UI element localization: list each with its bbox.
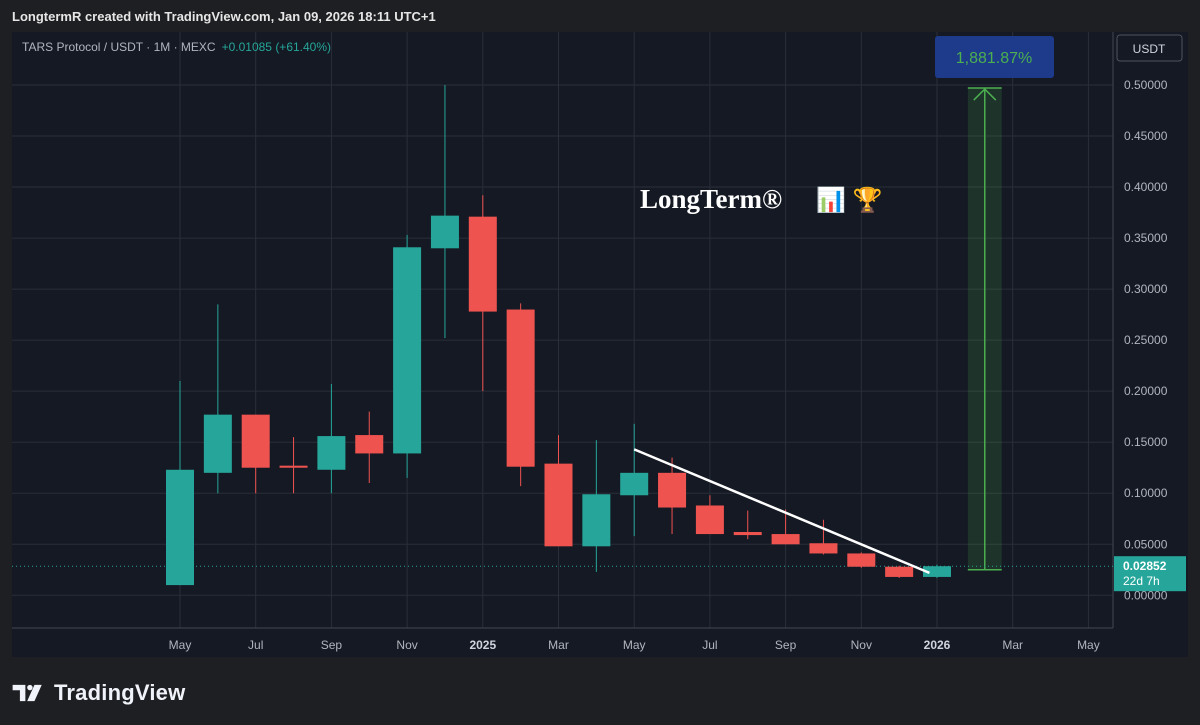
candle-body <box>658 472 687 508</box>
time-tick-label: Mar <box>1002 638 1023 652</box>
price-tick-label: 0.35000 <box>1124 231 1168 245</box>
candle-body <box>393 247 422 454</box>
time-tick-label: May <box>623 638 646 652</box>
trend-line <box>633 448 930 574</box>
last-price-badge <box>1114 556 1186 592</box>
time-tick-label: Jul <box>702 638 717 652</box>
price-chart[interactable]: 1,881.87% LongTerm® 📊 🏆 TARS Protocol / USD… <box>12 32 1188 657</box>
candle-body <box>847 553 876 567</box>
candle-body <box>203 414 232 473</box>
candle-body <box>468 216 497 312</box>
bar-countdown: 22d 7h <box>1123 574 1160 588</box>
time-tick-label: Jul <box>248 638 263 652</box>
chart-panel[interactable]: 1,881.87% LongTerm® 📊 🏆 TARS Protocol / USD… <box>12 32 1188 657</box>
price-tick-label: 0.10000 <box>1124 486 1168 500</box>
currency-button <box>1116 34 1183 62</box>
candle-body <box>241 414 270 468</box>
candle-body <box>885 566 914 577</box>
price-tick-label: 0.20000 <box>1124 384 1168 398</box>
time-tick-label: May <box>169 638 192 652</box>
tradingview-branding: TradingView <box>12 680 185 706</box>
candle-body <box>355 435 384 454</box>
time-tick-label: 2026 <box>924 638 951 652</box>
time-tick-label: Sep <box>321 638 343 652</box>
price-tick-label: 0.45000 <box>1124 129 1168 143</box>
time-tick-label: Sep <box>775 638 797 652</box>
last-price-value: 0.02852 <box>1123 559 1167 573</box>
tradingview-logo-icon <box>12 684 42 702</box>
candle-body <box>506 309 535 467</box>
measure-label: 1,881.87% <box>956 50 1033 67</box>
candle-body <box>695 505 724 535</box>
symbol-name: TARS Protocol / USDT · 1M · MEXC <box>22 40 216 54</box>
candle-body <box>620 472 649 496</box>
candle-body <box>733 532 762 536</box>
chart-attribution: LongtermR created with TradingView.com, … <box>12 9 436 24</box>
candle-body <box>582 494 611 547</box>
candle-body <box>166 469 194 586</box>
measure-label-box <box>935 36 1054 78</box>
price-tick-label: 0.40000 <box>1124 180 1168 194</box>
time-tick-label: May <box>1077 638 1100 652</box>
time-tick-label: Nov <box>396 638 417 652</box>
price-tick-label: 0.00000 <box>1124 588 1168 602</box>
candle-body <box>317 436 346 470</box>
time-tick-label: Nov <box>851 638 872 652</box>
price-tick-label: 0.25000 <box>1124 333 1168 347</box>
candle-body <box>430 215 459 249</box>
price-tick-label: 0.30000 <box>1124 282 1168 296</box>
price-tick-label: 0.15000 <box>1124 435 1168 449</box>
candle-body <box>923 566 951 577</box>
price-tick-label: 0.50000 <box>1124 78 1168 92</box>
candle-body <box>771 534 800 545</box>
candle-body <box>809 543 838 554</box>
footer-brand: TradingView <box>54 680 186 705</box>
candle-body <box>544 463 573 547</box>
price-change: +0.01085 (+61.40%) <box>222 40 331 54</box>
watermark-emoji: 📊 🏆 <box>816 186 883 214</box>
measure-arrow-head <box>973 88 997 101</box>
time-tick-label: 2025 <box>469 638 496 652</box>
price-tick-label: 0.05000 <box>1124 537 1168 551</box>
watermark-text: LongTerm® <box>640 184 782 214</box>
candle-body <box>279 465 308 468</box>
symbol-legend: TARS Protocol / USDT · 1M · MEXC +0.01085… <box>22 40 331 54</box>
currency-label: USDT <box>1133 42 1166 56</box>
time-tick-label: Mar <box>548 638 569 652</box>
